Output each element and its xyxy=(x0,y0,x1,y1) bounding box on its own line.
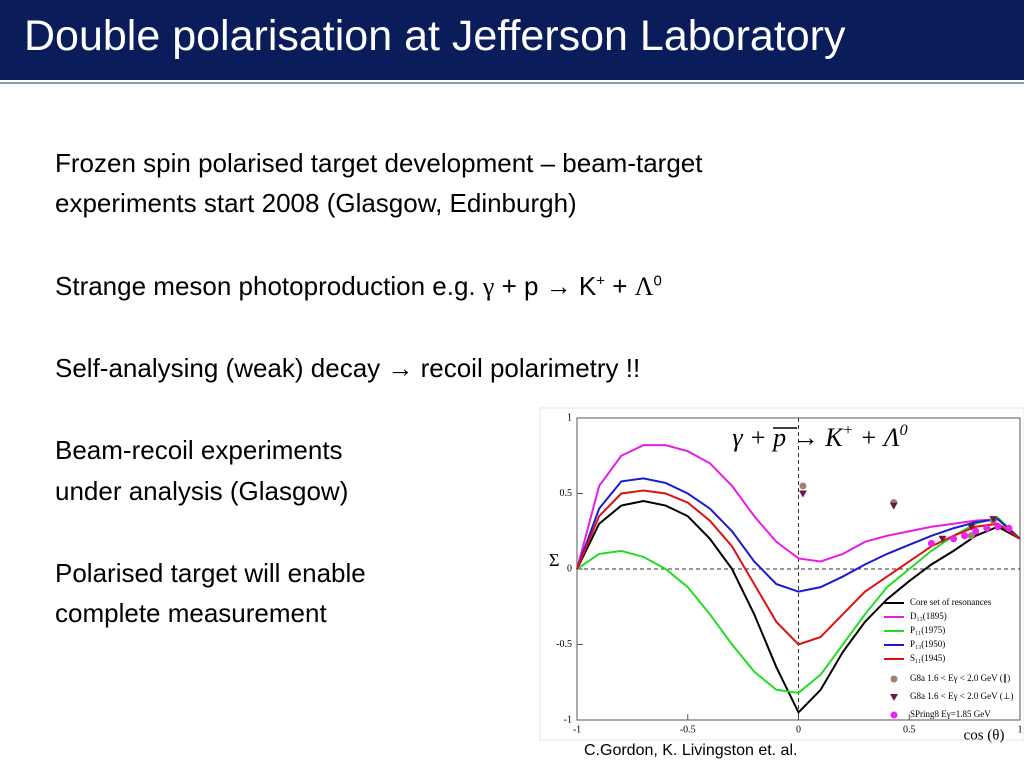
x-tick-label: -0.5 xyxy=(680,724,696,735)
x-tick-label: 1 xyxy=(1018,724,1023,735)
x-axis-label: cos (θ) xyxy=(964,727,1005,743)
y-tick-label: 1 xyxy=(567,412,572,423)
text-line: under analysis (Glasgow) xyxy=(55,476,349,506)
series-line xyxy=(576,516,1021,694)
chart-title: γ + p → K+ + Λ0 xyxy=(732,422,907,452)
data-point xyxy=(889,502,898,510)
text-line: Strange meson photoproduction e.g. γ + p… xyxy=(55,271,662,302)
symbol: γ xyxy=(482,272,495,301)
legend-label: G8a 1.6 < Eγ < 2.0 GeV (∥) xyxy=(910,673,1010,683)
title-bar: Double polarisation at Jefferson Laborat… xyxy=(0,0,1024,82)
x-tick-label: 0 xyxy=(796,724,801,735)
text-line: Self-analysing (weak) decay → recoil pol… xyxy=(55,353,641,383)
data-point xyxy=(961,532,969,540)
legend-label: Core set of resonances xyxy=(910,597,992,607)
data-point xyxy=(994,523,1002,531)
x-tick-label: 0.5 xyxy=(903,724,916,735)
legend-label: P₁₃(1950) xyxy=(910,639,945,649)
y-tick-label: 0.5 xyxy=(560,488,573,499)
legend-label: G8a 1.6 < Eγ < 2.0 GeV (⊥) xyxy=(910,691,1014,701)
caption: C.Gordon, K. Livingston et. al. xyxy=(584,742,798,759)
series-line xyxy=(576,477,1021,593)
y-axis-label: Σ xyxy=(549,550,559,570)
series-line xyxy=(576,444,1021,570)
text: + xyxy=(605,271,635,301)
data-point xyxy=(938,535,947,543)
data-point xyxy=(799,482,807,490)
data-point xyxy=(972,527,980,535)
legend-swatch xyxy=(890,675,898,683)
legend-label: P₁₁(1975) xyxy=(910,625,945,635)
x-tick-label: -1 xyxy=(573,724,581,735)
data-point xyxy=(967,532,975,540)
legend-swatch xyxy=(890,694,898,701)
chart-background xyxy=(539,407,1024,741)
superscript: 0 xyxy=(653,272,662,290)
y-tick-label: 0 xyxy=(567,563,572,574)
text: + p → K xyxy=(494,271,597,301)
legend-swatch xyxy=(890,711,898,719)
symbol: Λ xyxy=(634,272,654,301)
data-point xyxy=(927,539,935,547)
legend-label: D₁₃(1895) xyxy=(910,611,947,621)
y-tick-label: -0.5 xyxy=(556,639,572,650)
text-line: Beam-recoil experiments xyxy=(55,435,343,465)
text-line: Polarised target will enable xyxy=(55,558,366,588)
superscript: + xyxy=(596,272,606,290)
y-tick-label: -1 xyxy=(564,714,572,725)
legend-label: SPring8 Eγ=1.85 GeV xyxy=(910,709,991,719)
series-line xyxy=(576,500,1021,715)
data-point xyxy=(983,524,991,532)
series-line xyxy=(576,489,1021,646)
text: Strange meson photoproduction e.g. xyxy=(55,271,483,301)
slide-title: Double polarisation at Jefferson Laborat… xyxy=(24,12,846,60)
data-point xyxy=(967,523,976,531)
text-line: complete measurement xyxy=(55,598,327,628)
text-line: experiments start 2008 (Glasgow, Edinbur… xyxy=(55,188,577,218)
data-point xyxy=(798,490,807,498)
data-point xyxy=(1005,524,1013,532)
legend-label: S₁₁(1945) xyxy=(910,653,945,663)
data-point xyxy=(989,516,998,524)
text-line: Frozen spin polarised target development… xyxy=(55,148,703,178)
data-point xyxy=(950,535,958,543)
